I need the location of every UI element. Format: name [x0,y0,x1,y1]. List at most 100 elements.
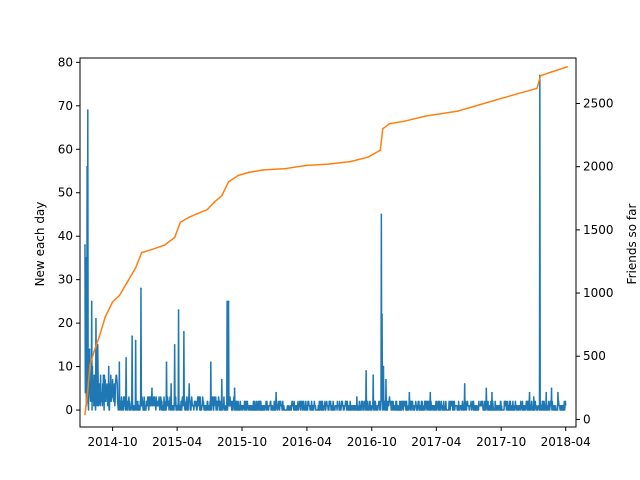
cumulative-point [140,251,143,254]
cumulative-point [89,364,91,366]
cumulative-point [237,174,239,177]
cumulative-point [367,156,369,158]
cumulative-point [93,350,95,352]
cumulative-point [98,335,101,337]
x-tick-label: 2014-10 [88,435,138,449]
cumulative-point [349,160,351,163]
plot-area [84,66,568,416]
cumulative-point [84,413,86,416]
daily-point [485,387,488,390]
cumulative-point [381,127,384,130]
daily-point [227,300,230,303]
cumulative-point [550,71,553,73]
daily-point [107,365,110,368]
daily-point [85,257,87,259]
series-daily-line [84,74,567,411]
daily-point [463,383,466,385]
cumulative-point [206,208,209,211]
cumulative-point [379,149,382,152]
cumulative-point [500,97,502,100]
daily-point [84,244,86,246]
daily-point [173,344,176,346]
cumulative-point [247,171,250,174]
y-left-tick-label: 0 [65,403,73,417]
x-tick-label: 2016-10 [347,435,397,449]
cumulative-point [221,194,223,197]
cumulative-point [227,181,230,183]
y-axis-left-label: New each day [33,202,47,287]
cumulative-point [104,316,106,318]
daily-point [372,374,375,377]
daily-point [90,300,93,303]
daily-point [226,300,228,303]
daily-point [429,391,432,394]
daily-point [408,391,411,394]
y-left-tick-label: 70 [58,99,73,113]
cumulative-point [173,236,176,239]
daily-point [382,365,385,368]
cumulative-point [188,216,190,219]
cumulative-point [151,248,153,251]
cumulative-point [536,87,538,90]
daily-point [275,391,277,394]
y-axis-right-label: Friends so far [625,203,639,284]
cumulative-point [195,213,198,215]
daily-point [388,396,391,398]
y-right-tick-label: 1000 [583,286,614,300]
plot-frame [79,57,577,428]
y-right-tick-label: 2000 [583,160,614,174]
daily-point [528,391,531,394]
daily-point [550,387,553,390]
daily-point [86,165,88,168]
x-tick-label: 2015-10 [217,435,267,449]
daily-point [118,361,121,364]
daily-point [151,387,153,390]
daily-point [533,396,535,398]
cumulative-point [424,115,427,117]
daily-point [557,391,559,394]
cumulative-point [478,103,481,106]
daily-point [165,361,168,364]
y-right-tick-label: 2500 [583,96,614,110]
cumulative-point [457,110,459,112]
cumulative-point [262,169,265,171]
cumulative-point [284,167,287,170]
cumulative-point [118,294,121,297]
y-right-tick-label: 0 [583,412,591,426]
y-left-tick-label: 60 [58,142,73,156]
daily-point [87,109,89,111]
daily-point [102,374,105,377]
daily-point [93,374,95,377]
x-tick-label: 2016-04 [282,435,332,449]
cumulative-point [388,122,391,125]
cumulative-point [403,120,406,122]
y-left-tick-label: 30 [58,273,73,287]
cumulative-point [111,301,114,303]
cumulative-point [327,163,330,165]
daily-point [88,348,91,351]
daily-point [125,357,127,359]
daily-point [233,387,236,390]
daily-point [545,391,548,394]
y-right-tick-label: 500 [583,349,606,363]
daily-point [258,400,261,403]
daily-point [170,383,172,385]
cumulative-point [134,266,137,269]
axes: 0 10 20 30 40 50 60 70 80 0 500 1000 1500 2000 2500 201… [58,55,614,449]
cumulative-point [566,66,568,68]
daily-point [356,396,358,398]
daily-point [134,339,137,342]
daily-point [210,361,212,364]
y-right-tick-label: 1500 [583,223,614,237]
daily-point [221,378,223,381]
daily-point [183,331,185,333]
daily-point [140,287,142,290]
x-tick-label: 2017-10 [476,435,526,449]
cumulative-point [86,393,89,395]
daily-point [95,317,97,320]
daily-point [385,378,387,381]
y-left-tick-label: 20 [58,316,73,330]
x-tick-label: 2018-04 [541,435,591,449]
daily-point [491,391,493,394]
daily-point [381,313,383,316]
